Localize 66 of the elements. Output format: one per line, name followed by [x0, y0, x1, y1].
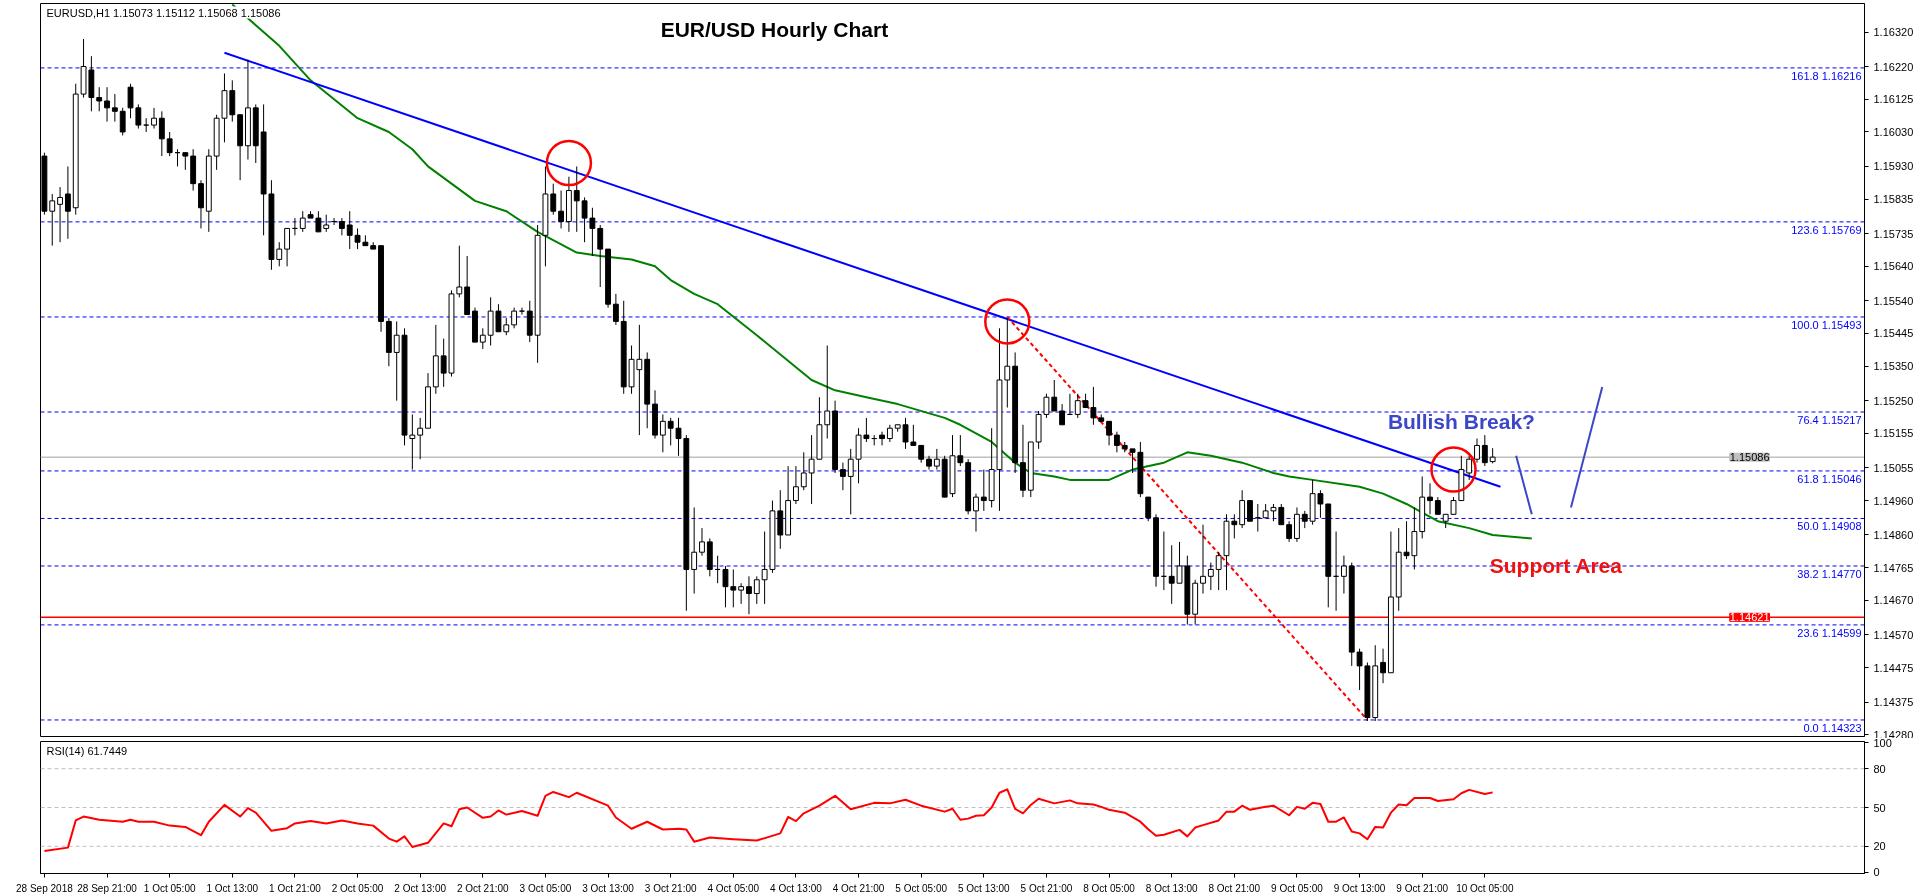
y-tick-label: 1.16125 — [1873, 93, 1914, 106]
category-label: 3 Oct 21:00 — [644, 882, 697, 894]
y-tick-label: 0 — [1873, 866, 1880, 879]
y-tick-label: 80 — [1873, 762, 1886, 775]
y-tick-label: 1.15350 — [1873, 360, 1914, 373]
ref-line-label: 38.2 1.14770 — [1797, 567, 1862, 580]
y-tick-label: 1.15735 — [1873, 227, 1914, 240]
ref-line-label: 1.14621 — [1729, 611, 1770, 624]
y-tick-label: 1.14570 — [1873, 628, 1914, 641]
y-tick-label: 1.15250 — [1873, 394, 1914, 407]
category-label: 1 Oct 21:00 — [269, 882, 321, 894]
category-label: 8 Oct 21:00 — [1208, 882, 1261, 894]
category-label: 2 Oct 05:00 — [331, 882, 384, 894]
y-tick-label: 1.14375 — [1873, 696, 1914, 709]
y-tick-label: 1.14475 — [1873, 661, 1914, 674]
category-label: 4 Oct 21:00 — [832, 882, 885, 894]
ref-line-label: 161.8 1.16216 — [1791, 69, 1862, 82]
y-tick-label: 1.15540 — [1873, 294, 1914, 307]
category-label: 3 Oct 05:00 — [519, 882, 572, 894]
y-tick-label: 1.14960 — [1873, 494, 1914, 507]
ref-line-label: 61.8 1.15046 — [1797, 472, 1862, 485]
y-tick-label: 1.15445 — [1873, 327, 1914, 340]
annotation: Bullish Break? — [1387, 409, 1535, 433]
text: EUR/USD Hourly Chart — [660, 17, 889, 41]
ref-line-label: 76.4 1.15217 — [1797, 414, 1862, 427]
y-tick-label: 1.14670 — [1873, 594, 1914, 607]
category-label: 8 Oct 05:00 — [1083, 882, 1135, 894]
ref-line-label: 1.15086 — [1729, 451, 1770, 464]
ref-line-label: 50.0 1.14908 — [1797, 520, 1862, 533]
category-label: 2 Oct 13:00 — [394, 882, 447, 894]
ref-line-label: 100.0 1.15493 — [1791, 318, 1862, 331]
category-label: 2 Oct 21:00 — [456, 882, 509, 894]
category-label: 5 Oct 05:00 — [895, 882, 948, 894]
category-label: 5 Oct 21:00 — [1020, 882, 1073, 894]
category-label: 3 Oct 13:00 — [582, 882, 634, 894]
category-label: 1 Oct 13:00 — [206, 882, 259, 894]
category-label: 5 Oct 13:00 — [957, 882, 1010, 894]
y-tick-label: 1.16030 — [1873, 125, 1914, 138]
category-label: 4 Oct 05:00 — [707, 882, 760, 894]
category-label: 9 Oct 13:00 — [1333, 882, 1386, 894]
ref-line-label: 0.0 1.14323 — [1803, 721, 1862, 734]
category-label: 4 Oct 13:00 — [770, 882, 822, 894]
ref-line-label: 123.6 1.15769 — [1791, 223, 1862, 236]
category-label: 8 Oct 13:00 — [1145, 882, 1198, 894]
category-label: 9 Oct 05:00 — [1271, 882, 1323, 894]
y-tick-label: 1.16320 — [1873, 26, 1914, 39]
y-tick-label: 20 — [1873, 840, 1886, 853]
category-label: 10 Oct 05:00 — [1456, 882, 1514, 894]
y-tick-label: 1.14280 — [1873, 728, 1914, 741]
y-tick-label: 1.15930 — [1873, 160, 1914, 173]
y-tick-label: 1.15055 — [1873, 461, 1914, 474]
y-tick-label: 50 — [1873, 801, 1886, 814]
y-tick-label: 1.15155 — [1873, 427, 1914, 440]
y-tick-label: 1.14860 — [1873, 528, 1914, 541]
category-label: 1 Oct 05:00 — [143, 882, 196, 894]
category-label: 9 Oct 21:00 — [1396, 882, 1449, 894]
category-label: 28 Sep 21:00 — [77, 882, 137, 894]
category-label: 28 Sep 2018 — [16, 882, 73, 894]
y-tick-label: 1.16220 — [1873, 60, 1914, 73]
annotation: Support Area — [1489, 554, 1623, 578]
chart-title: RSI(14) 61.7449 — [46, 744, 128, 757]
y-tick-label: 1.14765 — [1873, 561, 1914, 574]
ref-line-label: 23.6 1.14599 — [1797, 626, 1862, 639]
y-tick-label: 1.15640 — [1873, 260, 1914, 273]
annotation: EURUSD,H1 1.15073 1.15112 1.15068 1.15086 — [46, 6, 281, 19]
y-tick-label: 1.15835 — [1873, 193, 1914, 206]
